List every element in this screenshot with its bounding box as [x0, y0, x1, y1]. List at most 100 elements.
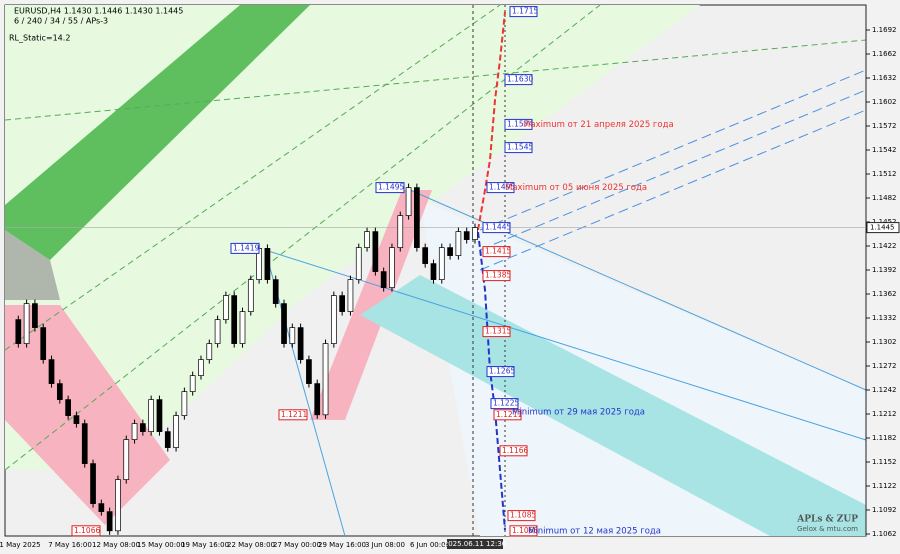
level-box: [493, 409, 522, 421]
level-box: [504, 142, 533, 154]
header: EURUSD,H4 1.1430 1.1446 1.1430 1.1445 6 …: [9, 7, 183, 43]
level-label: 1.1545: [507, 143, 533, 152]
level-label: 1.1066: [512, 526, 538, 535]
level-box: [482, 222, 511, 234]
blue-lines: [479, 69, 867, 271]
candle: [438, 247, 445, 280]
level-box: [482, 270, 511, 282]
candle: [40, 327, 47, 360]
level-label: 1.1315: [485, 327, 511, 336]
level-label: 1.1574: [507, 119, 533, 128]
time-label: 12 May 08:00: [92, 541, 140, 549]
level-label: 1.1265: [489, 367, 515, 376]
level-label: 1.1385: [485, 271, 511, 280]
price-tick-label: 1.1182: [872, 434, 897, 442]
current-price: 1.1445: [870, 224, 895, 232]
candle: [173, 415, 179, 448]
price-tick-label: 1.1362: [872, 290, 897, 298]
price-tick-label: 1.1272: [872, 362, 897, 370]
params: 6 / 240 / 34 / 55 / APs-3: [14, 17, 108, 26]
annotation: Minimum от 29 мая 2025 года: [512, 407, 645, 417]
level-label: 1.1415: [485, 247, 511, 256]
time-label: 1 May 2025: [0, 541, 41, 549]
level-label: 1.1211: [496, 410, 522, 419]
candle: [447, 247, 453, 256]
level-label: 1.1225: [493, 399, 519, 408]
level-box: [504, 118, 533, 130]
candle: [214, 319, 221, 344]
candle: [397, 215, 404, 248]
price-tick-label: 1.1212: [872, 410, 897, 418]
candle: [281, 303, 287, 344]
candle: [106, 511, 113, 532]
time-label: 7 May 16:00: [48, 541, 92, 549]
level-label: 1.1085: [510, 511, 536, 520]
candle: [56, 383, 63, 400]
time-label: 19 May 16:00: [181, 541, 229, 549]
level-box: [507, 510, 536, 522]
price-tick-label: 1.1452: [872, 218, 897, 226]
candle: [98, 503, 105, 512]
level-box: [509, 6, 538, 18]
level-box: [499, 445, 528, 457]
level-box: [486, 366, 515, 378]
candle: [32, 303, 38, 328]
level-label: 1.1066: [74, 526, 100, 535]
price-tick-label: 1.1602: [872, 98, 897, 106]
candle: [347, 279, 354, 312]
level-box: [278, 409, 308, 421]
level-box: [482, 326, 511, 338]
price-tick-label: 1.1242: [872, 386, 897, 394]
candle: [364, 231, 370, 248]
candle: [355, 247, 362, 280]
level-label: 1.1166: [502, 446, 528, 455]
candle: [247, 279, 254, 312]
candle: [181, 391, 188, 416]
candle: [206, 343, 213, 360]
price-tick-label: 1.1062: [872, 530, 897, 538]
red-zigzag: [477, 11, 506, 231]
price-tick-label: 1.1422: [872, 242, 897, 250]
price-tick-label: 1.1572: [872, 122, 897, 130]
candle: [389, 247, 395, 288]
candle: [123, 439, 130, 480]
candle: [380, 271, 387, 288]
level-label: 1.1715: [512, 7, 538, 16]
time-label: 6 Jun 00:00: [410, 541, 450, 549]
candle: [372, 231, 379, 272]
cyan-channel: [360, 275, 866, 536]
candle: [264, 248, 271, 280]
candle: [231, 295, 238, 344]
candle: [314, 383, 321, 416]
annotation: Maximum от 21 апреля 2025 года: [523, 120, 674, 130]
candle: [65, 399, 71, 416]
candle: [23, 303, 30, 344]
gray-zone: [5, 230, 60, 300]
level-label: 1.1495: [489, 183, 515, 192]
candle: [430, 263, 437, 280]
price-tick-label: 1.1542: [872, 146, 897, 154]
price-tick-label: 1.1482: [872, 194, 897, 202]
watermark-title: APLs & ZUP: [796, 515, 858, 525]
candle: [90, 463, 96, 504]
candle: [189, 375, 196, 392]
candle: [140, 423, 146, 432]
candle: [289, 327, 296, 344]
price-tick-label: 1.1512: [872, 170, 897, 178]
cursor-time: 2025.06.11 12:36: [444, 540, 507, 548]
candle: [405, 187, 412, 216]
price-tick-label: 1.1332: [872, 314, 897, 322]
green-channel: [5, 5, 310, 260]
candle: [198, 359, 204, 376]
level-label: 1.1495: [378, 183, 404, 192]
candle: [131, 423, 138, 440]
candle: [15, 319, 22, 344]
fan-lines: [4, 4, 867, 471]
level-box: [375, 182, 405, 194]
price-tick-label: 1.1392: [872, 266, 897, 274]
candle: [463, 231, 470, 240]
symbol: EURUSD,H4 1.1430 1.1446 1.1430 1.1445: [14, 7, 183, 16]
level-box: [230, 242, 260, 254]
candle: [148, 399, 155, 432]
